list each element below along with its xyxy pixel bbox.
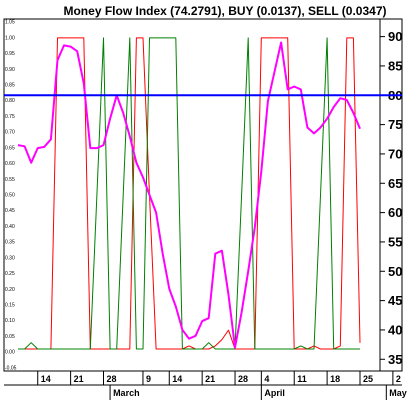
left-tick-label: 0.70 bbox=[5, 130, 15, 136]
left-tick-label: 0.95 bbox=[5, 51, 15, 57]
right-tick-label: 35 bbox=[388, 352, 402, 367]
left-tick-label: -0.05 bbox=[5, 365, 17, 371]
right-tick-label: 90 bbox=[388, 29, 402, 44]
right-tick-label: 40 bbox=[388, 322, 402, 337]
right-tick-label: 65 bbox=[388, 176, 402, 191]
series-line-money-flow-index bbox=[17, 41, 361, 349]
month-label: May bbox=[389, 388, 407, 398]
plot-area bbox=[3, 18, 403, 372]
left-tick-label: 0.15 bbox=[5, 303, 15, 309]
x-tick-label: 2 bbox=[396, 374, 401, 384]
left-tick-label: 0.45 bbox=[5, 208, 15, 214]
series-layer bbox=[4, 37, 402, 350]
x-tick-label: 21 bbox=[205, 374, 215, 384]
right-tick-label: 55 bbox=[388, 234, 402, 249]
x-tick-label: 18 bbox=[330, 374, 340, 384]
left-tick-label: 0.05 bbox=[5, 334, 15, 340]
left-tick-label: 0.20 bbox=[5, 287, 15, 293]
left-tick-label: 0.55 bbox=[5, 177, 15, 183]
x-tick-label: 14 bbox=[172, 374, 182, 384]
chart-title: Money Flow Index (74.2791), BUY (0.0137)… bbox=[63, 4, 386, 18]
right-tick-label: 85 bbox=[388, 58, 402, 73]
left-tick-label: 0.40 bbox=[5, 224, 15, 230]
series-line-sell bbox=[18, 37, 361, 350]
month-label: April bbox=[264, 388, 285, 398]
x-tick-label: 14 bbox=[41, 374, 51, 384]
left-tick-label: 0.65 bbox=[5, 145, 15, 151]
left-tick-label: 0.60 bbox=[5, 161, 15, 167]
series-line-buy bbox=[18, 37, 360, 350]
month-label: March bbox=[113, 388, 140, 398]
left-tick-label: 0.30 bbox=[5, 255, 15, 261]
left-tick-label: 0.00 bbox=[5, 350, 15, 356]
left-tick-label: 0.90 bbox=[5, 67, 15, 73]
left-tick-label: 0.85 bbox=[5, 83, 15, 89]
left-tick-label: 0.10 bbox=[5, 318, 15, 324]
x-tick-label: 4 bbox=[264, 374, 269, 384]
right-tick-label: 60 bbox=[388, 205, 402, 220]
right-tick-label: 75 bbox=[388, 117, 402, 132]
left-tick-label: 0.25 bbox=[5, 271, 15, 277]
left-tick-label: 0.75 bbox=[5, 114, 15, 120]
x-tick-label: 9 bbox=[146, 374, 151, 384]
left-tick-label: 1.05 bbox=[5, 20, 15, 26]
x-tick-label: 25 bbox=[363, 374, 373, 384]
x-tick-label: 11 bbox=[297, 374, 307, 384]
x-tick-label: 28 bbox=[238, 374, 248, 384]
left-tick-label: 1.00 bbox=[5, 35, 15, 41]
left-axis: 1.05 1.00 0.95 0.90 0.85 0.80 0.75 0.70 0.65 0.60… bbox=[5, 20, 17, 372]
right-tick-label: 45 bbox=[388, 293, 402, 308]
right-tick-label: 70 bbox=[388, 146, 402, 161]
left-tick-label: 0.50 bbox=[5, 193, 15, 199]
x-axis: 1421289142128411182529MarchAprilMay bbox=[4, 371, 407, 400]
x-tick-label: 28 bbox=[107, 374, 117, 384]
x-tick-label: 21 bbox=[74, 374, 84, 384]
right-tick-label: 50 bbox=[388, 264, 402, 279]
left-tick-label: 0.35 bbox=[5, 240, 15, 246]
left-tick-label: 0.80 bbox=[5, 98, 15, 104]
